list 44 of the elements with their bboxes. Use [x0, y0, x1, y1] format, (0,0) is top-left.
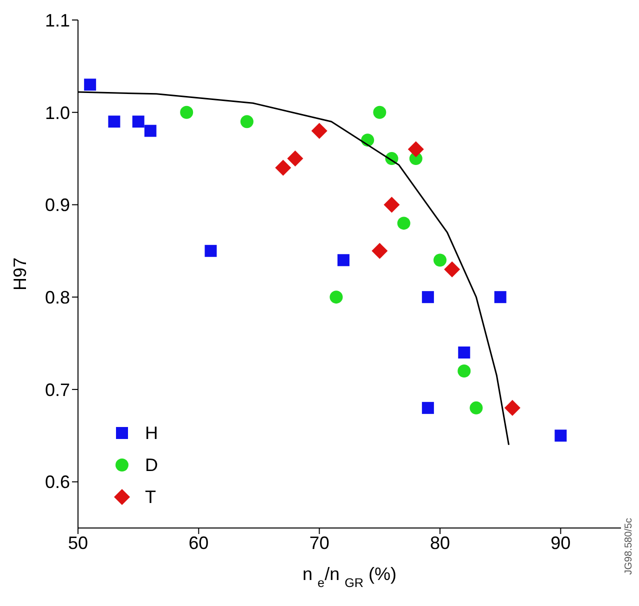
- y-tick-label: 0.7: [44, 380, 70, 400]
- x-tick-label: 80: [430, 532, 450, 553]
- point: [494, 291, 506, 304]
- point: [372, 242, 388, 259]
- x-tick-label: 50: [68, 532, 88, 553]
- point: [337, 254, 350, 266]
- y-tick-label: 0.6: [44, 472, 70, 492]
- point: [554, 430, 567, 442]
- point: [311, 122, 328, 139]
- point: [384, 196, 400, 213]
- point: [397, 216, 410, 230]
- point: [422, 291, 434, 304]
- point: [204, 244, 217, 257]
- point: [434, 254, 446, 267]
- x-axis-title: n $_{e}$/n $_{GR}$ (%): [302, 564, 396, 590]
- point: [373, 106, 386, 119]
- x-tick-label: 70: [309, 532, 330, 553]
- y-tick-label: 1.0: [44, 102, 70, 123]
- y-tick-label: 0.9: [44, 195, 70, 216]
- legend-label: H: [145, 422, 158, 445]
- point: [275, 160, 292, 176]
- point: [240, 115, 254, 128]
- legend-label: T: [145, 486, 156, 509]
- y-axis-title: H97: [10, 257, 30, 291]
- point: [180, 106, 194, 119]
- point: [84, 78, 96, 91]
- point: [444, 261, 460, 278]
- point: [458, 364, 471, 378]
- y-tick-label: 1.1: [44, 10, 70, 30]
- y-tick-label: 0.8: [44, 287, 70, 308]
- point: [330, 290, 343, 304]
- point: [458, 346, 470, 359]
- point: [144, 124, 156, 137]
- point: [287, 150, 304, 167]
- point: [108, 116, 120, 128]
- point: [132, 116, 144, 128]
- point: [422, 402, 434, 414]
- point: [408, 141, 424, 158]
- legend-label: D: [145, 454, 158, 477]
- x-tick-label: 90: [550, 532, 571, 553]
- point: [504, 400, 520, 416]
- point: [470, 401, 483, 414]
- x-tick-label: 60: [188, 532, 209, 553]
- text: JG98.580/5c: [624, 518, 635, 575]
